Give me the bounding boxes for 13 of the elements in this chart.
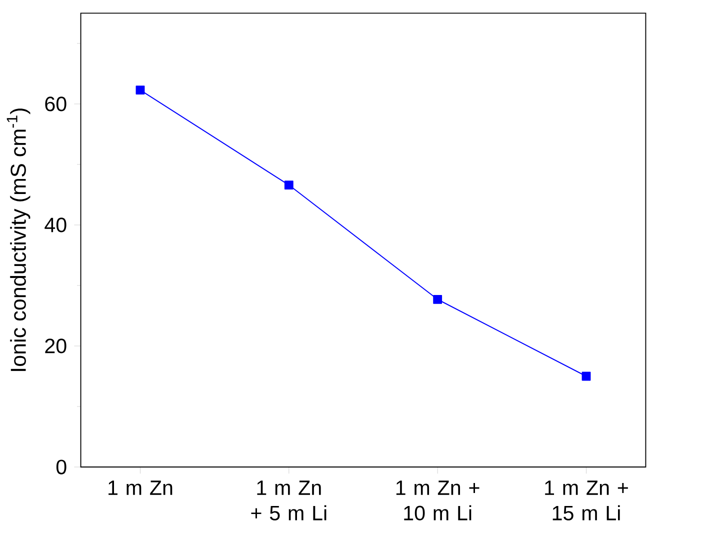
y-axis-title: Ionic conductivity (mS cm$^{-1}$) xyxy=(6,108,30,371)
point xyxy=(582,372,591,381)
point xyxy=(433,294,442,304)
x-tick-label: 1 m Zn + 10 m Li xyxy=(396,480,480,520)
point xyxy=(136,85,145,94)
x-tick-label: 1 m Zn xyxy=(108,480,172,495)
y-tick-label: 20 xyxy=(45,338,66,354)
y-tick-label: 40 xyxy=(44,218,66,232)
x-tick-label: 1 m Zn + 5 m Li xyxy=(251,480,326,520)
y-tick-label: 0 xyxy=(56,460,66,474)
x-tick-label: 1 m Zn + 15 m Li xyxy=(545,480,628,520)
point xyxy=(284,180,294,190)
y-tick-label: 60 xyxy=(45,96,66,112)
